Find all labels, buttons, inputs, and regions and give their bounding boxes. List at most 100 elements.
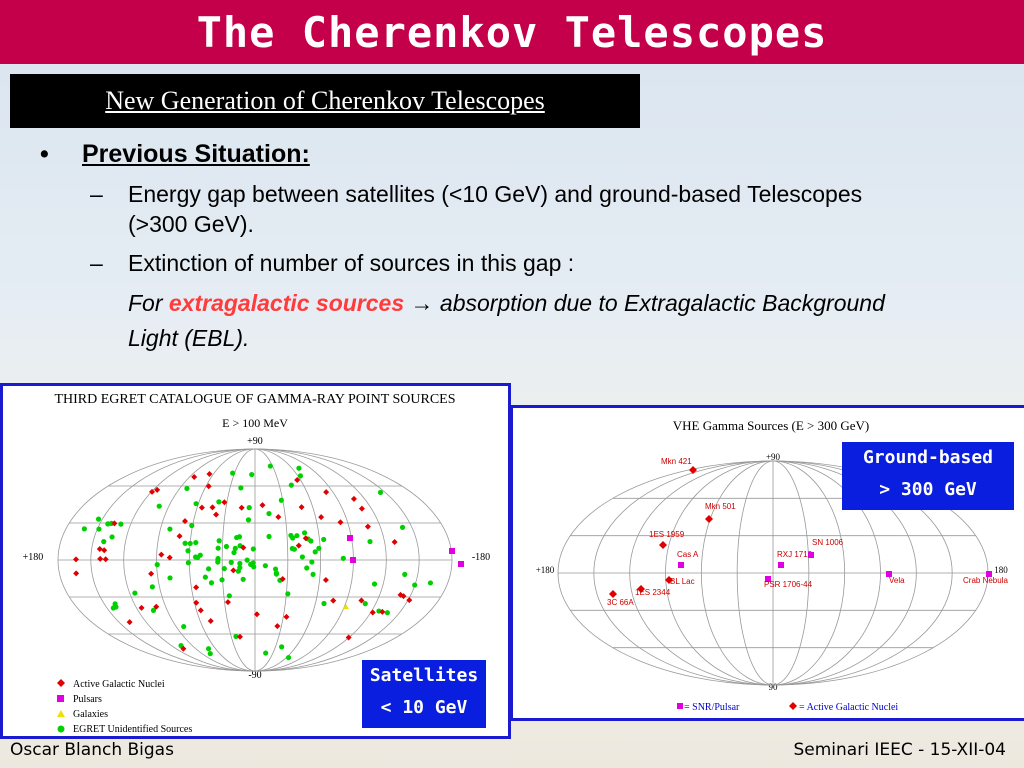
source-label: Crab Nebula — [963, 576, 1008, 585]
agn-source — [197, 607, 204, 614]
agn-source — [73, 570, 80, 577]
unidentified-source — [290, 535, 296, 541]
unidentified-source — [289, 545, 295, 552]
unidentified-source — [251, 564, 257, 570]
unidentified-source — [321, 536, 327, 543]
unidentified-source — [237, 560, 243, 567]
bullet-heading: Previous Situation: — [82, 140, 310, 168]
agn-source — [224, 599, 231, 606]
agn-source — [149, 488, 156, 495]
legend-snr: = SNR/Pulsar — [684, 702, 740, 713]
vhe-map: VHE Gamma Sources (E > 300 GeV) +90 90 +… — [536, 418, 1009, 713]
unidentified-source — [310, 571, 316, 577]
unidentified-source — [215, 559, 221, 565]
agn-legend-marker — [789, 702, 797, 710]
unidentified-source — [185, 548, 191, 554]
unidentified-source — [105, 521, 111, 527]
slide-title: The Cherenkov Telescopes — [196, 7, 828, 57]
unidentified-source — [167, 575, 173, 581]
unidentified-source — [309, 559, 315, 565]
unidentified-source — [244, 557, 250, 563]
unidentified-source — [150, 607, 157, 613]
ebl-note: For extragalactic sources → absorption d… — [128, 286, 920, 355]
source-label: RXJ 1713 — [777, 550, 813, 559]
agn-source — [73, 556, 80, 563]
unidentified-legend-marker — [57, 725, 65, 733]
unidentified-source — [223, 543, 230, 550]
agn-source — [302, 535, 309, 542]
legend-galaxy: Galaxies — [73, 709, 108, 720]
agn-source — [111, 520, 118, 527]
snr-source — [986, 571, 992, 577]
ground-label-line2: > 300 GeV — [879, 479, 977, 500]
agn-source — [665, 576, 673, 584]
agn-source — [154, 486, 161, 493]
slide-content: • Previous Situation: – Energy gap betwe… — [40, 140, 920, 355]
sub-bullet-extinction: – Extinction of number of sources in thi… — [90, 248, 920, 278]
unidentified-source — [167, 526, 173, 532]
unidentified-source — [219, 577, 225, 583]
agn-source — [253, 611, 260, 618]
agn-source — [206, 470, 213, 477]
unidentified-source — [154, 562, 160, 568]
agn-source — [637, 585, 645, 593]
unidentified-source — [112, 601, 118, 607]
source-label: PSR 1706-44 — [764, 580, 813, 589]
legend-agn: Active Galactic Nuclei — [73, 679, 165, 690]
source-label: 1ES 2344 — [635, 588, 671, 597]
unidentified-source — [221, 565, 227, 572]
unidentified-source — [427, 580, 434, 586]
legend-pulsar: Pulsars — [73, 694, 102, 705]
egret-lat-bottom: -90 — [248, 670, 261, 681]
unidentified-source — [304, 565, 310, 571]
agn-source — [207, 618, 214, 625]
unidentified-source — [184, 485, 190, 492]
agn-source — [230, 567, 237, 574]
source-label: Vela — [889, 576, 905, 585]
agn-source — [213, 511, 220, 518]
footer-author: Oscar Blanch Bigas — [10, 740, 174, 760]
sat-label-line1: Satellites — [369, 665, 479, 686]
unidentified-source — [316, 545, 322, 551]
galaxy-source — [343, 604, 349, 609]
sub-bullet-text: Energy gap between satellites (<10 GeV) … — [128, 181, 863, 238]
unidentified-source — [240, 576, 246, 582]
agn-source — [126, 619, 133, 626]
egret-title: THIRD EGRET CATALOGUE OF GAMMA-RAY POINT… — [54, 392, 455, 407]
agn-source — [138, 604, 145, 611]
unidentified-source — [285, 654, 292, 661]
agn-source — [191, 474, 198, 481]
agn-source — [275, 514, 282, 521]
unidentified-source — [377, 489, 384, 496]
agn-source — [323, 489, 330, 496]
unidentified-source — [279, 644, 285, 650]
sat-label-line2: < 10 GeV — [380, 697, 468, 718]
agn-source — [350, 495, 357, 502]
unidentified-source — [182, 540, 188, 546]
unidentified-source — [208, 580, 215, 586]
agn-source — [158, 551, 165, 558]
unidentified-source — [149, 584, 155, 590]
subtitle-box: New Generation of Cherenkov Telescopes — [10, 74, 640, 128]
source-label: 1ES 1959 — [649, 530, 685, 539]
satellites-label: Satellites < 10 GeV — [362, 660, 486, 728]
unidentified-source — [118, 521, 124, 527]
unidentified-source — [193, 501, 199, 507]
unidentified-source — [250, 546, 256, 552]
unidentified-source — [245, 517, 252, 523]
vhe-points: Mkn 421 Mkn 501 1ES 1959 Cas A BL Lac 1ES 234… — [607, 457, 1008, 607]
unidentified-source — [321, 600, 327, 607]
unidentified-source — [96, 526, 102, 532]
unidentified-source — [262, 563, 268, 569]
ebl-suffix: absorption due to Extragalactic Backgrou… — [128, 290, 885, 351]
unidentified-source — [81, 526, 87, 532]
agn-source — [689, 466, 697, 474]
agn-source — [364, 523, 371, 530]
bullet-previous-situation: • Previous Situation: — [40, 140, 920, 169]
legend-unidentified: EGRET Unidentified Sources — [73, 724, 192, 735]
unidentified-source — [296, 465, 302, 471]
dash-icon: – — [90, 249, 103, 276]
agn-source — [609, 590, 617, 598]
agn-source — [345, 634, 352, 641]
unidentified-source — [272, 566, 279, 572]
